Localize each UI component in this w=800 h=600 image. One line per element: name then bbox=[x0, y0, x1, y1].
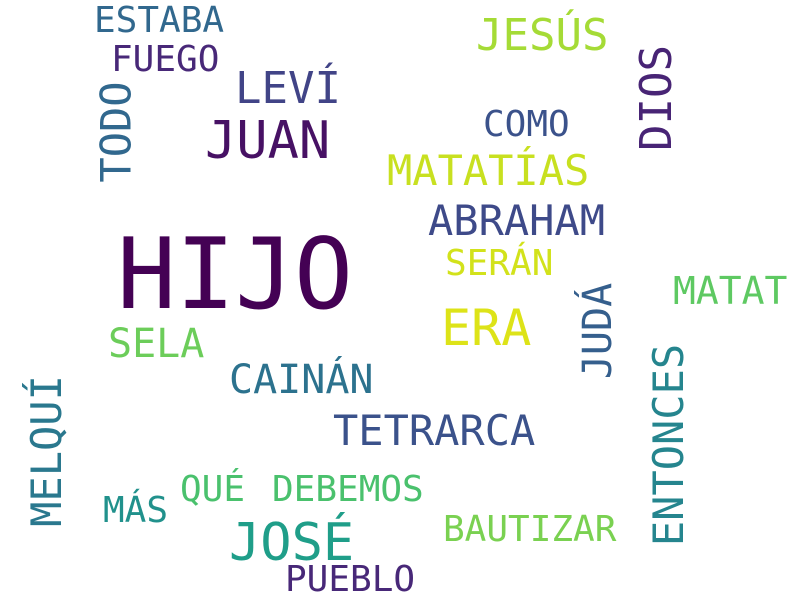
word-seran: SERÁN bbox=[445, 243, 554, 284]
word-que: QUÉ bbox=[180, 469, 246, 510]
word-matatias: MATATÍAS bbox=[387, 146, 590, 195]
word-jesus: JESÚS bbox=[476, 10, 609, 61]
word-matat: MATAT bbox=[673, 269, 788, 313]
word-pueblo: PUEBLO bbox=[285, 559, 416, 600]
word-tetrarca: TETRARCA bbox=[333, 406, 536, 455]
word-todo: TODO bbox=[91, 81, 141, 183]
word-entonces: ENTONCES bbox=[644, 343, 694, 547]
word-fuego: FUEGO bbox=[111, 39, 220, 80]
word-estaba: ESTABA bbox=[94, 0, 225, 41]
word-mas: MÁS bbox=[103, 490, 169, 531]
word-hijo: HIJO bbox=[117, 218, 354, 332]
word-juan: JUAN bbox=[205, 111, 331, 171]
word-debemos: DEBEMOS bbox=[272, 469, 424, 510]
word-levi: LEVÍ bbox=[235, 63, 341, 114]
word-como: COMO bbox=[483, 104, 570, 145]
word-melqui: MELQUÍ bbox=[21, 375, 71, 527]
word-bautizar: BAUTIZAR bbox=[443, 509, 617, 550]
word-juda: JUDÁ bbox=[575, 282, 622, 380]
word-jose: JOSÉ bbox=[229, 513, 355, 573]
word-dios: DIOS bbox=[630, 45, 682, 151]
word-cainan: CAINÁN bbox=[229, 357, 374, 403]
word-abraham: ABRAHAM bbox=[428, 196, 606, 245]
word-era: ERA bbox=[441, 299, 532, 357]
word-sela: SELA bbox=[108, 321, 205, 367]
